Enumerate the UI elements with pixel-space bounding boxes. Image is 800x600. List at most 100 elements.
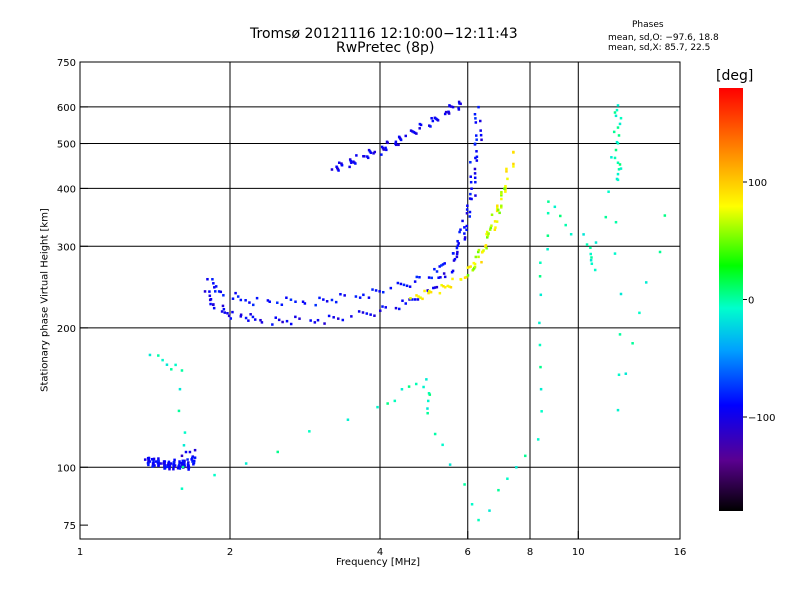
data-point bbox=[172, 467, 175, 471]
data-point bbox=[309, 319, 312, 322]
colorbar-tick-label: 100 bbox=[748, 178, 767, 189]
data-point bbox=[227, 314, 231, 318]
data-point bbox=[457, 108, 461, 111]
data-point bbox=[468, 265, 471, 269]
data-point bbox=[547, 200, 550, 203]
data-point bbox=[506, 477, 509, 480]
x-axis-label: Frequency [MHz] bbox=[336, 557, 421, 568]
data-point bbox=[168, 467, 171, 471]
data-point bbox=[148, 353, 152, 357]
data-point bbox=[298, 317, 301, 320]
data-point bbox=[444, 110, 448, 114]
chart-title: Tromsø 20121116 12:10:00−12:11:43 bbox=[250, 26, 518, 42]
data-point bbox=[559, 214, 562, 218]
data-point bbox=[469, 175, 472, 178]
data-point bbox=[186, 465, 190, 469]
data-point bbox=[486, 234, 490, 237]
data-point bbox=[505, 167, 508, 171]
data-point bbox=[172, 461, 176, 464]
data-point bbox=[380, 145, 384, 149]
data-point bbox=[381, 146, 385, 150]
data-point bbox=[177, 463, 181, 467]
data-point bbox=[488, 228, 492, 231]
data-point bbox=[212, 306, 216, 310]
data-point bbox=[457, 242, 460, 245]
data-point bbox=[231, 310, 234, 314]
data-point bbox=[427, 392, 431, 395]
data-point bbox=[372, 152, 375, 155]
data-point bbox=[476, 250, 480, 254]
data-point bbox=[336, 317, 340, 320]
data-point bbox=[438, 291, 442, 295]
data-point bbox=[222, 307, 226, 311]
data-point bbox=[178, 387, 182, 391]
data-point bbox=[619, 292, 623, 296]
data-point bbox=[404, 302, 407, 305]
data-point bbox=[380, 153, 383, 156]
data-point bbox=[616, 104, 620, 107]
data-point bbox=[152, 457, 156, 461]
data-point bbox=[340, 164, 344, 167]
data-point bbox=[239, 313, 243, 317]
data-point bbox=[463, 232, 466, 235]
data-point bbox=[432, 286, 435, 290]
chart-subtitle: RwPretec (8p) bbox=[336, 40, 435, 56]
data-point bbox=[397, 143, 400, 147]
y-tick-label: 600 bbox=[57, 103, 76, 114]
data-point bbox=[366, 155, 369, 158]
data-point bbox=[500, 192, 503, 195]
data-point bbox=[427, 291, 430, 295]
data-point bbox=[166, 463, 170, 467]
data-point bbox=[448, 463, 452, 466]
colorbar-gradient bbox=[719, 88, 743, 511]
data-point bbox=[466, 274, 470, 277]
data-point bbox=[474, 117, 477, 120]
data-point bbox=[585, 243, 589, 246]
data-point bbox=[350, 315, 353, 318]
data-point bbox=[188, 450, 192, 454]
data-point bbox=[187, 461, 190, 464]
data-point bbox=[455, 246, 459, 250]
data-point bbox=[255, 296, 259, 300]
data-point bbox=[450, 105, 453, 108]
data-point bbox=[402, 283, 406, 287]
data-point bbox=[500, 206, 503, 209]
data-point bbox=[616, 126, 620, 129]
data-point bbox=[332, 316, 335, 319]
data-point bbox=[413, 298, 417, 301]
phase-stats-o: mean, sd,O: −97.6, 18.8 bbox=[608, 33, 719, 43]
data-point bbox=[394, 143, 398, 147]
data-point bbox=[500, 197, 503, 201]
data-point bbox=[394, 306, 398, 310]
data-point bbox=[465, 224, 469, 228]
data-point bbox=[453, 257, 457, 261]
data-point bbox=[448, 285, 451, 288]
data-point bbox=[429, 290, 433, 294]
data-point bbox=[618, 333, 622, 336]
data-point bbox=[473, 167, 477, 171]
data-point bbox=[411, 298, 414, 301]
data-point bbox=[465, 228, 468, 232]
data-point bbox=[178, 460, 181, 463]
data-point bbox=[244, 462, 248, 465]
data-point bbox=[475, 159, 479, 162]
data-point bbox=[176, 466, 180, 470]
data-point bbox=[463, 226, 466, 229]
data-point bbox=[303, 302, 307, 305]
data-point bbox=[181, 459, 185, 463]
data-point bbox=[247, 319, 250, 322]
data-point bbox=[474, 134, 478, 137]
data-point bbox=[289, 322, 293, 326]
data-point bbox=[187, 464, 190, 468]
data-point bbox=[334, 300, 338, 304]
data-point bbox=[490, 213, 494, 217]
data-point bbox=[408, 298, 411, 301]
data-point bbox=[470, 197, 473, 201]
data-point bbox=[162, 460, 166, 463]
data-point bbox=[539, 261, 542, 265]
data-point bbox=[475, 138, 478, 141]
data-point bbox=[394, 140, 398, 144]
data-point bbox=[371, 288, 374, 291]
data-point bbox=[156, 461, 160, 465]
